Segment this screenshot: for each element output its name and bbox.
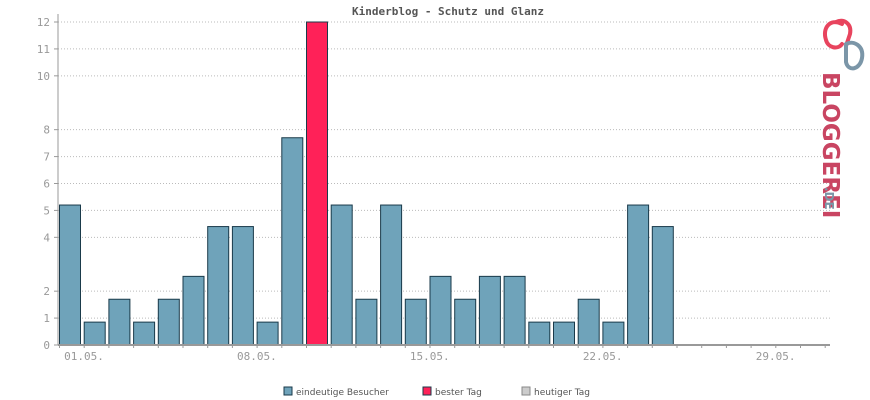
y-tick-label: 12 (37, 16, 50, 29)
y-tick-label: 2 (43, 285, 50, 298)
legend-label-best: bester Tag (435, 388, 482, 398)
bar (429, 275, 452, 346)
bar (478, 275, 501, 346)
bar (231, 226, 254, 346)
bar (83, 321, 106, 346)
bar (157, 298, 180, 346)
bar (404, 298, 427, 346)
legend-label-today: heutiger Tag (534, 388, 590, 398)
bloggerei-logo: BLOGGEREI .DE (817, 18, 865, 218)
bar (355, 298, 378, 346)
grid-lines (54, 21, 830, 346)
chart-title: Kinderblog - Schutz und Glanz (352, 5, 544, 18)
legend-swatch-visitors (283, 386, 293, 396)
legend: eindeutige Besucher bester Tag heutiger … (283, 386, 590, 398)
bar (256, 321, 279, 346)
y-tick-label: 1 (43, 312, 50, 325)
logo-text: BLOGGEREI (817, 72, 843, 218)
bar (133, 321, 156, 346)
bar (553, 321, 575, 346)
bar (380, 204, 403, 346)
logo-suffix: .DE (822, 187, 836, 210)
y-tick-label: 11 (37, 43, 50, 56)
legend-label-visitors: eindeutige Besucher (296, 388, 389, 398)
bar (454, 298, 477, 346)
x-tick-labels: 01.05. 08.05. 15.05. 22.05. 29.05. (64, 350, 795, 363)
y-tick-label: 10 (37, 70, 50, 83)
y-tick-label: 8 (43, 124, 50, 137)
x-tick-label: 01.05. (64, 350, 104, 363)
y-tick-label: 6 (43, 178, 50, 191)
x-tick-label: 29.05. (756, 350, 796, 363)
x-tick-label: 22.05. (583, 350, 623, 363)
bar (59, 204, 81, 346)
bar (281, 137, 304, 346)
legend-swatch-today (521, 386, 531, 396)
axes (57, 14, 830, 348)
y-tick-label: 0 (43, 339, 50, 352)
bar-best-day (306, 21, 328, 346)
bar (330, 204, 353, 346)
x-tick-label: 15.05. (410, 350, 450, 363)
bar (651, 226, 674, 346)
legend-swatch-best (422, 386, 432, 396)
bars (59, 21, 674, 346)
bar (577, 298, 600, 346)
bar (207, 226, 230, 346)
bar (528, 321, 551, 346)
bar (627, 204, 650, 346)
y-tick-label: 7 (43, 151, 50, 164)
bar (108, 298, 131, 346)
bar (182, 275, 205, 346)
x-tick-label: 08.05. (237, 350, 277, 363)
bar (503, 275, 526, 346)
bloggerei-logo-icon (823, 18, 865, 71)
y-tick-label: 4 (43, 231, 50, 244)
bar (602, 321, 625, 346)
y-tick-label: 5 (43, 204, 50, 217)
